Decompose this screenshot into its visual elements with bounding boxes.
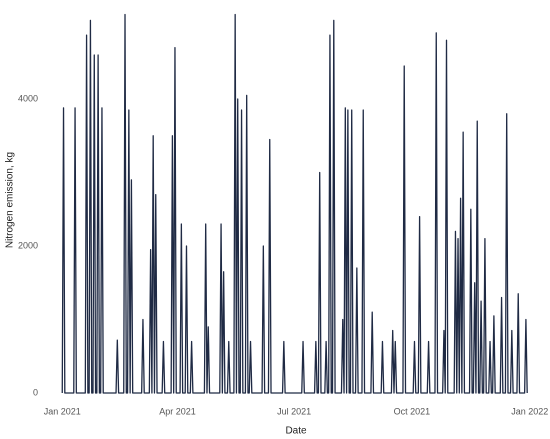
x-tick-label: Jan 2021 <box>44 406 81 416</box>
y-axis-title: Nitrogen emission, kg <box>5 152 16 248</box>
line-series <box>61 13 528 394</box>
y-tick-label: 4000 <box>18 93 38 103</box>
x-tick-label: Apr 2021 <box>159 406 196 416</box>
y-tick-label: 0 <box>33 387 38 397</box>
y-tick-label: 2000 <box>18 240 38 250</box>
x-axis-title: Date <box>285 426 307 437</box>
x-tick-label: Oct 2021 <box>394 406 431 416</box>
x-tick-label: Jan 2022 <box>511 406 548 416</box>
x-tick-label: Jul 2021 <box>277 406 311 416</box>
